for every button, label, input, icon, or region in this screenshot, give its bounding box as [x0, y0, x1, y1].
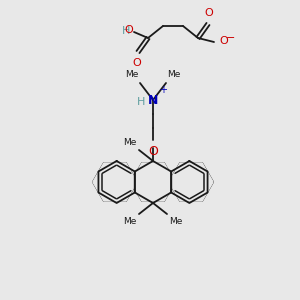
Text: O: O — [133, 58, 141, 68]
Polygon shape — [131, 163, 175, 201]
Text: +: + — [159, 85, 167, 95]
Text: Me: Me — [169, 217, 182, 226]
Text: −: − — [226, 33, 236, 43]
Polygon shape — [169, 163, 213, 201]
Text: Me: Me — [167, 70, 180, 79]
Text: H: H — [122, 26, 130, 36]
Text: Me: Me — [124, 138, 137, 147]
Text: O: O — [205, 8, 213, 18]
Text: O: O — [148, 145, 158, 158]
Text: Me: Me — [126, 70, 139, 79]
Text: O: O — [124, 25, 133, 35]
Text: H: H — [136, 97, 145, 107]
Text: Me: Me — [124, 217, 137, 226]
Text: N: N — [148, 94, 158, 106]
Text: O: O — [219, 36, 228, 46]
Polygon shape — [93, 163, 137, 201]
